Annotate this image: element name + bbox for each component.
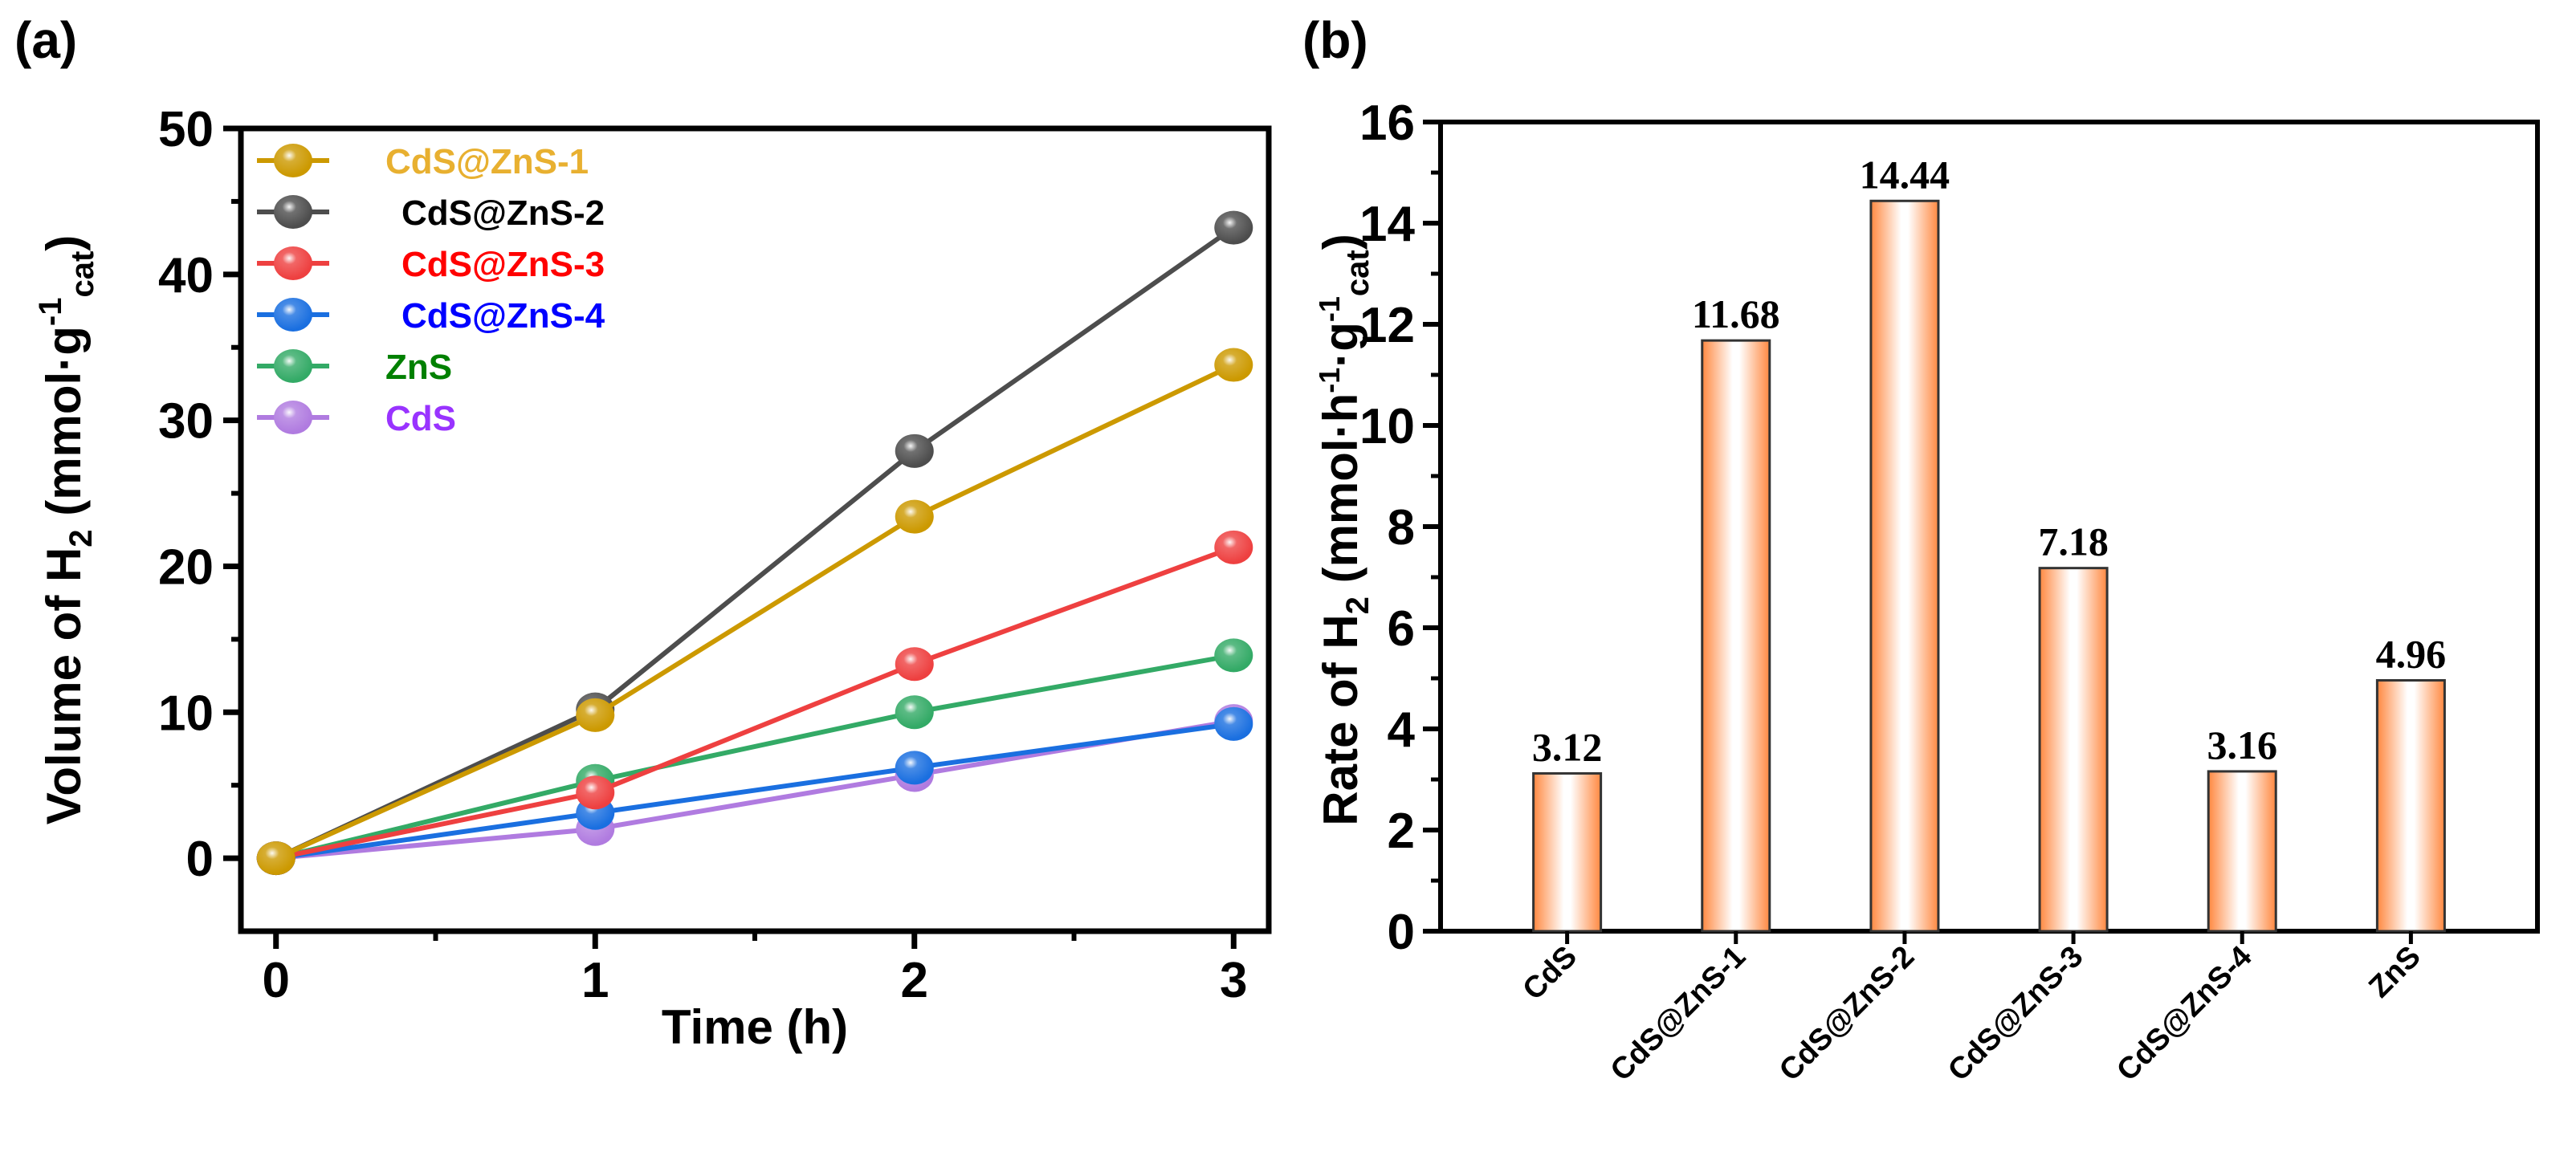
data-point-highlight bbox=[1214, 210, 1253, 245]
bar-value-label: 7.18 bbox=[2038, 519, 2109, 564]
legend-marker-highlight bbox=[274, 144, 312, 177]
legend-marker-highlight bbox=[274, 246, 312, 280]
bar-value-label: 4.96 bbox=[2376, 632, 2447, 677]
bar-value-label: 3.12 bbox=[1532, 724, 1603, 769]
bar-value-label: 11.68 bbox=[1692, 291, 1780, 336]
y-tick-label-a: 0 bbox=[186, 832, 214, 887]
legend-label: CdS@ZnS-2 bbox=[401, 193, 605, 233]
y-tick-label-a: 40 bbox=[158, 248, 214, 303]
series-line-ZnS bbox=[275, 653, 1234, 861]
series-line-CdS@ZnS-2 bbox=[275, 226, 1235, 861]
data-point-highlight bbox=[1214, 348, 1253, 382]
x-tick-label-a: 2 bbox=[901, 953, 928, 1008]
series-line-CdS@ZnS-3 bbox=[275, 545, 1235, 861]
y-axis-label-b: Rate of H2 (mmol·h-1·g-1cat) bbox=[1313, 234, 1376, 825]
y-tick-label-b: 16 bbox=[1359, 96, 1415, 151]
x-tick-label-a: 3 bbox=[1220, 953, 1247, 1008]
plot-frame-b bbox=[1438, 120, 2540, 934]
y-tick-label-b: 10 bbox=[1359, 399, 1415, 454]
y-tick-label-a: 20 bbox=[158, 539, 214, 595]
legend-label: ZnS bbox=[385, 348, 452, 387]
bar-CdS@ZnS-1 bbox=[1701, 339, 1771, 933]
bar-CdS@ZnS-4 bbox=[2207, 770, 2277, 933]
data-point-highlight bbox=[576, 775, 615, 810]
y-tick-label-b: 14 bbox=[1359, 197, 1415, 252]
x-tick-label-a: 1 bbox=[581, 953, 609, 1008]
bar-value-label: 3.16 bbox=[2207, 722, 2277, 767]
panel-label-b: (b) bbox=[1302, 11, 1368, 69]
y-tick-label-b: 6 bbox=[1388, 601, 1415, 657]
x-tick-label-a: 0 bbox=[262, 953, 289, 1008]
y-tick-label-b: 12 bbox=[1359, 298, 1415, 353]
category-label: ZnS bbox=[2362, 940, 2427, 1004]
data-point-highlight bbox=[256, 841, 296, 876]
y-tick-label-b: 2 bbox=[1388, 804, 1415, 859]
data-point-highlight bbox=[576, 698, 615, 732]
series-line-CdS@ZnS-1 bbox=[275, 362, 1235, 861]
data-point-highlight bbox=[895, 751, 934, 785]
bar-CdS@ZnS-3 bbox=[2038, 567, 2109, 933]
category-label: CdS bbox=[1517, 940, 1584, 1007]
bar-value-label: 14.44 bbox=[1860, 152, 1950, 197]
y-tick-label-a: 10 bbox=[158, 686, 214, 741]
chart-b: 0 2 4 6 8 10 12 14 16 3.12 CdS 11.68 CdS@ZnS-1 14.44 C… bbox=[1359, 96, 2540, 1088]
data-point-highlight bbox=[1214, 530, 1253, 564]
legend-label: CdS bbox=[385, 399, 456, 438]
chart-a: 0 10 20 30 40 50 0 1 2 3 CdS@ZnS-1 CdS@ZnS-2 CdS@ZnS… bbox=[158, 102, 1272, 1008]
panel-label-a: (a) bbox=[14, 11, 77, 69]
plot-frame-a bbox=[238, 125, 1272, 934]
y-tick-label-b: 4 bbox=[1388, 702, 1416, 758]
y-tick-label-b: 8 bbox=[1388, 500, 1415, 556]
y-axis-label-a: Volume of H2 (mmol·g-1cat) bbox=[33, 235, 100, 825]
data-point-highlight bbox=[1214, 638, 1253, 673]
legend-label: CdS@ZnS-4 bbox=[401, 296, 605, 336]
y-tick-label-b: 0 bbox=[1388, 905, 1415, 960]
bar-CdS bbox=[1532, 771, 1603, 933]
category-label: CdS@ZnS-1 bbox=[1604, 940, 1752, 1088]
legend-label: CdS@ZnS-3 bbox=[401, 245, 605, 284]
bar-CdS@ZnS-2 bbox=[1869, 199, 1940, 933]
x-axis-label-a: Time (h) bbox=[662, 1000, 848, 1054]
legend-label: CdS@ZnS-1 bbox=[385, 142, 589, 181]
data-point-highlight bbox=[895, 499, 934, 534]
category-label: CdS@ZnS-2 bbox=[1773, 940, 1921, 1088]
y-tick-label-a: 50 bbox=[158, 102, 214, 157]
legend-marker-highlight bbox=[274, 298, 312, 332]
legend-marker-highlight bbox=[274, 349, 312, 383]
y-tick-label-a: 30 bbox=[158, 394, 214, 450]
data-point-highlight bbox=[895, 695, 934, 730]
legend-marker-highlight bbox=[274, 401, 312, 434]
data-point-highlight bbox=[1214, 706, 1253, 741]
category-label: CdS@ZnS-3 bbox=[1942, 940, 2089, 1088]
legend-marker-highlight bbox=[274, 195, 312, 229]
data-point-highlight bbox=[895, 647, 934, 682]
category-label: CdS@ZnS-4 bbox=[2110, 940, 2258, 1088]
data-point-highlight bbox=[895, 433, 934, 468]
bar-ZnS bbox=[2375, 679, 2446, 933]
series-line-CdS@ZnS-4 bbox=[275, 721, 1234, 861]
